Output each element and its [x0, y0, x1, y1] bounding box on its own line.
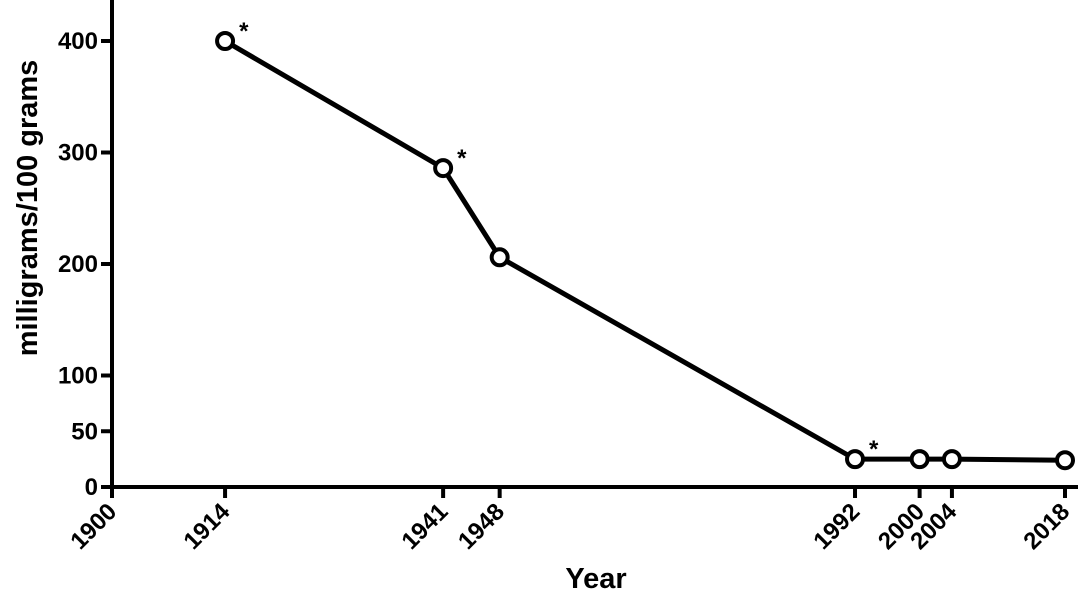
x-tick-label: 2018	[1018, 498, 1075, 555]
data-point	[909, 449, 930, 470]
data-point	[1055, 450, 1075, 471]
y-tick-label: 0	[85, 474, 98, 501]
x-tick-label: 1914	[178, 498, 235, 555]
x-tick-label: 1948	[453, 498, 510, 555]
significance-asterisk: *	[457, 145, 467, 172]
series-line	[223, 38, 1066, 463]
y-tick-label: 400	[58, 28, 98, 55]
annotation-group: * * *	[239, 18, 879, 463]
data-point	[941, 449, 962, 470]
data-point	[489, 247, 510, 268]
x-axis-title: Year	[565, 563, 626, 595]
significance-asterisk: *	[869, 436, 879, 463]
y-tick-label: 300	[58, 140, 98, 167]
series-group	[215, 31, 1075, 471]
data-point	[845, 449, 866, 470]
y-tick-label: 50	[71, 418, 98, 445]
significance-asterisk: *	[239, 18, 249, 45]
data-point	[433, 158, 454, 179]
y-axis-title: milligrams/100 grams	[12, 60, 44, 357]
y-tick-label: 200	[58, 251, 98, 278]
data-point	[215, 31, 236, 51]
x-tick-label: 1900	[65, 498, 122, 555]
x-tick-label: 1941	[397, 498, 454, 555]
y-tick-label: 100	[58, 363, 98, 390]
x-tick-label: 1992	[808, 498, 865, 555]
